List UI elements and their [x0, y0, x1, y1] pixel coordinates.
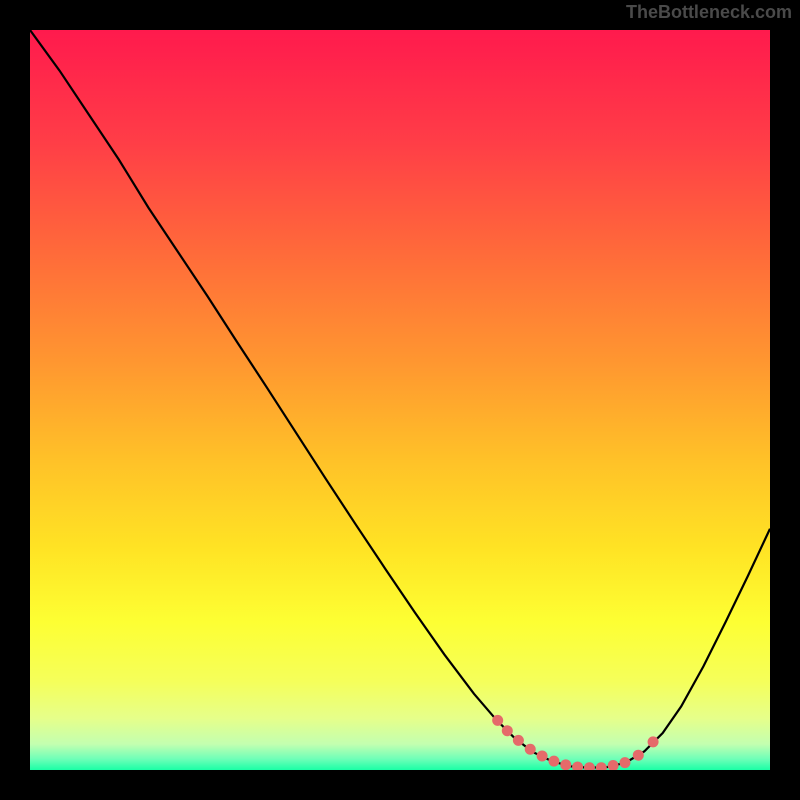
plot-area [30, 30, 770, 770]
marker-cluster [30, 30, 770, 770]
watermark-text: TheBottleneck.com [626, 2, 792, 23]
